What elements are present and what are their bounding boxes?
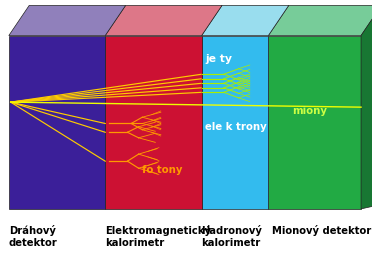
Polygon shape — [268, 36, 361, 209]
Text: Elektromagnetický
kalorimetr: Elektromagnetický kalorimetr — [105, 224, 211, 247]
Text: Hadronový
kalorimetr: Hadronový kalorimetr — [202, 224, 262, 247]
Polygon shape — [9, 36, 105, 209]
Polygon shape — [9, 6, 126, 36]
Polygon shape — [105, 36, 202, 209]
Polygon shape — [361, 6, 382, 209]
Text: Mionový detektor: Mionový detektor — [272, 224, 371, 235]
Polygon shape — [268, 6, 382, 36]
Text: fo tony: fo tony — [142, 164, 183, 174]
Polygon shape — [105, 6, 222, 36]
Text: Dráhový
detektor: Dráhový detektor — [9, 224, 57, 247]
Text: miony: miony — [292, 105, 327, 115]
Text: ele k trony: ele k trony — [205, 121, 267, 132]
Text: je ty: je ty — [205, 54, 232, 64]
Polygon shape — [202, 36, 268, 209]
Polygon shape — [202, 6, 289, 36]
